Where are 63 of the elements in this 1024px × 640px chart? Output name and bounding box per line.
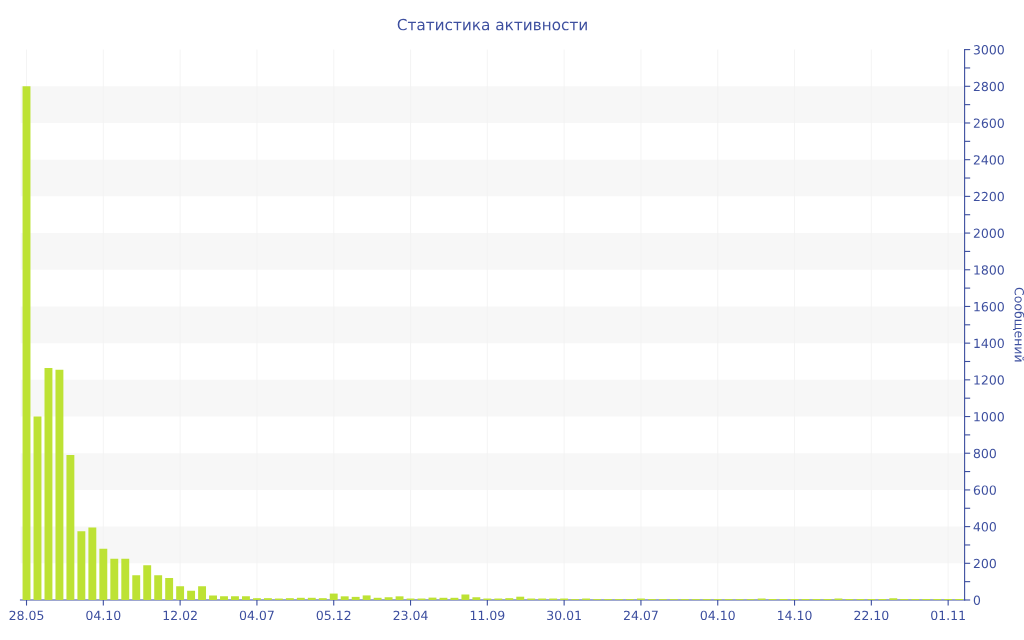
y-tick-label: 1000 — [974, 412, 1004, 422]
bar — [384, 597, 393, 600]
y-tick-label: 1600 — [974, 301, 1004, 312]
y-tick-label: 2200 — [973, 191, 1004, 202]
bar — [231, 596, 239, 600]
y-tick-label: 600 — [973, 485, 996, 495]
x-tick-label: 23.04 — [393, 610, 428, 621]
bar — [66, 455, 75, 600]
y-tick-label: 2800 — [973, 81, 1004, 92]
x-tick-label: 14.10 — [778, 610, 812, 621]
x-tick-label: 12.02 — [163, 610, 197, 621]
bar — [242, 596, 250, 600]
x-tick-label: 04.10 — [86, 610, 121, 621]
x-tick-label: 28.05 — [9, 610, 44, 621]
x-tick-label: 04.10 — [700, 610, 735, 621]
y-tick-label: 200 — [973, 558, 996, 569]
bar — [187, 590, 196, 600]
x-tick-label: 30.01 — [547, 610, 581, 621]
x-tick-label: 05.12 — [316, 610, 351, 621]
bar — [439, 597, 448, 600]
x-tick-label: 04.07 — [239, 610, 274, 621]
y-tick-label: 800 — [973, 448, 996, 459]
bar — [154, 575, 163, 600]
x-tick-label: 24.07 — [623, 610, 658, 621]
bar — [340, 596, 349, 600]
bar — [329, 593, 338, 600]
bar — [307, 597, 316, 600]
bar — [99, 548, 108, 600]
chart-title: Статистика активности — [397, 18, 587, 31]
y-axis-title: Сообщений — [1012, 287, 1024, 362]
x-tick-label: 22.10 — [854, 610, 889, 621]
bar — [461, 594, 470, 600]
bar — [395, 596, 404, 600]
bar — [472, 597, 481, 600]
y-tick-label: 3000 — [973, 45, 1004, 55]
y-tick-label: 0 — [973, 595, 981, 605]
x-tick-label: 01.11 — [931, 610, 965, 621]
y-tick-label: 1400 — [974, 338, 1004, 349]
y-tick-label: 1200 — [974, 375, 1004, 385]
bar — [516, 596, 525, 600]
bar — [362, 595, 371, 600]
bar — [143, 565, 152, 600]
bar — [450, 597, 459, 600]
bar — [165, 577, 174, 600]
bar — [77, 531, 86, 600]
y-tick-label: 400 — [973, 522, 996, 532]
bar — [55, 369, 64, 600]
y-tick-label: 1800 — [974, 265, 1004, 275]
bar — [121, 558, 130, 600]
bar — [220, 596, 228, 600]
bar — [198, 586, 207, 600]
bar — [351, 596, 360, 600]
bar — [132, 575, 141, 600]
y-tick-label: 2400 — [973, 155, 1004, 165]
bar — [88, 527, 97, 600]
y-tick-label: 2000 — [973, 228, 1004, 238]
bar — [110, 558, 119, 600]
bar — [373, 597, 382, 600]
bar — [176, 586, 185, 600]
bar — [296, 597, 305, 600]
y-tick-label: 2600 — [973, 118, 1004, 128]
x-tick-label: 11.09 — [470, 610, 505, 621]
bar — [209, 595, 217, 600]
